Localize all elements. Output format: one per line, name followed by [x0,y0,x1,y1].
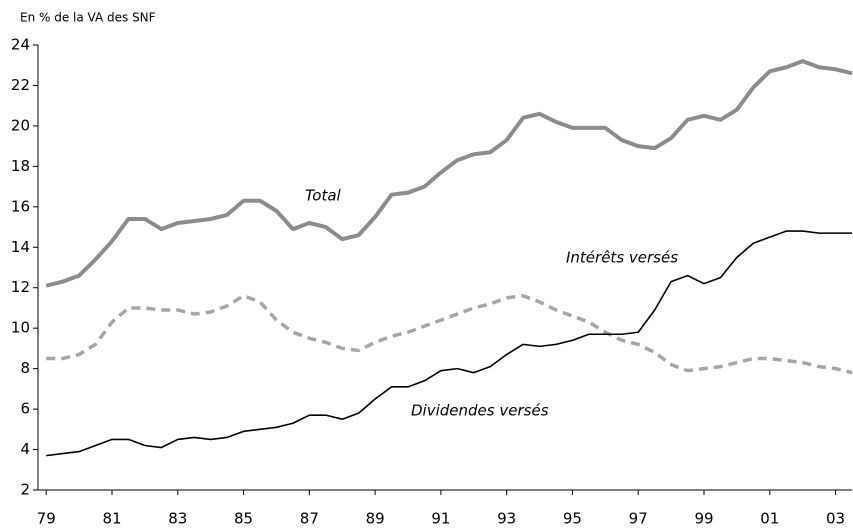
series-label: Intérêts versés [566,249,678,267]
y-tick-label: 6 [20,400,30,418]
x-tick-label: 93 [497,510,516,528]
x-tick-label: 01 [760,510,779,528]
x-tick-label: 97 [629,510,648,528]
y-tick-label: 8 [20,359,30,377]
y-tick-label: 24 [11,36,30,54]
y-tick-label: 10 [11,319,30,337]
y-tick-label: 20 [11,116,30,134]
y-tick-label: 4 [20,440,30,458]
y-tick-label: 14 [11,238,30,256]
y-tick-label: 22 [11,76,30,94]
y-tick-label: 18 [11,157,30,175]
x-tick-label: 99 [694,510,713,528]
x-tick-label: 95 [563,510,582,528]
x-tick-label: 91 [431,510,450,528]
x-tick-label: 81 [102,510,121,528]
x-tick-label: 85 [234,510,253,528]
series-line [45,59,853,288]
y-axis-label: En % de la VA des SNF [20,11,156,25]
series-label: Dividendes versés [411,402,549,420]
x-tick-label: 79 [37,510,56,528]
x-tick-label: 87 [300,510,319,528]
series-line [46,230,852,457]
y-tick-label: 16 [11,197,30,215]
x-tick-label: 83 [168,510,187,528]
series-label: Total [305,187,342,205]
series-line [46,294,853,375]
y-tick-label: 12 [11,278,30,296]
x-tick-label: 89 [366,510,385,528]
x-tick-label: 03 [826,510,845,528]
y-tick-label: 2 [20,481,30,499]
